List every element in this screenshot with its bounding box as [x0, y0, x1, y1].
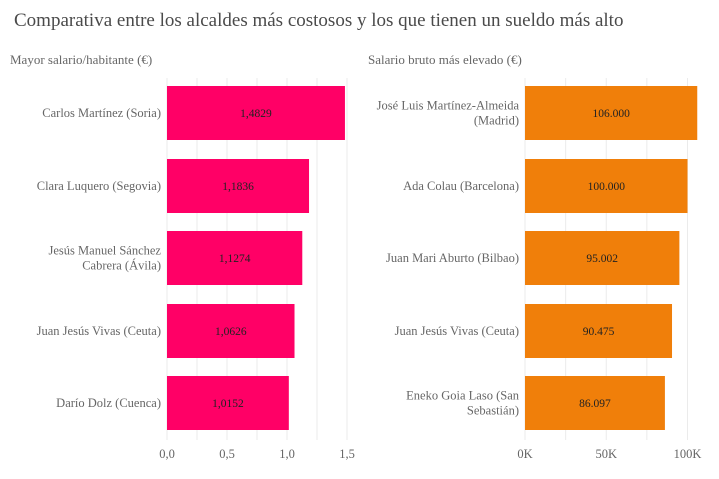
category-label-line: Juan Jesús Vivas (Ceuta) — [395, 324, 519, 338]
category-label: Clara Luquero (Segovia) — [37, 179, 161, 193]
bar-value-label: 95.002 — [586, 253, 618, 265]
chart-title: Comparativa entre los alcaldes más costo… — [14, 10, 624, 31]
bar — [525, 231, 680, 285]
category-label-line: Eneko Goia Laso (San — [406, 389, 520, 403]
x-tick-label: 1,0 — [279, 447, 295, 461]
category-label-line: Jesús Manuel Sánchez — [49, 244, 162, 258]
bar — [525, 159, 688, 213]
category-label-line: Sebastián) — [467, 404, 519, 418]
bar — [525, 376, 665, 430]
x-tick-label: 100K — [674, 447, 702, 461]
x-tick-label: 1,5 — [339, 447, 355, 461]
x-tick-label: 0,0 — [159, 447, 175, 461]
bar-value-label: 1,1836 — [222, 181, 254, 193]
bar — [167, 159, 310, 213]
category-label-line: Ada Colau (Barcelona) — [403, 179, 519, 193]
category-label: Juan Jesús Vivas (Ceuta) — [37, 324, 161, 338]
category-label-line: José Luis Martínez-Almeida — [377, 99, 520, 113]
category-label-line: Darío Dolz (Cuenca) — [56, 396, 161, 410]
category-label: Jesús Manuel Sánchez Cabrera (Ávila) — [49, 244, 162, 273]
bar-value-label: 90.475 — [583, 326, 615, 338]
bar — [525, 304, 673, 358]
category-label: Darío Dolz (Cuenca) — [56, 396, 161, 410]
category-label-line: Clara Luquero (Segovia) — [37, 179, 161, 193]
bar — [167, 304, 295, 358]
x-tick-label: 0K — [517, 447, 532, 461]
bar — [167, 376, 289, 430]
bar-value-label: 100.000 — [588, 181, 626, 193]
category-label: José Luis Martínez-Almeida (Madrid) — [377, 99, 520, 128]
category-label: Eneko Goia Laso (San Sebastián) — [406, 389, 520, 418]
bar-value-label: 1,1274 — [219, 253, 251, 265]
category-label-line: Cabrera (Ávila) — [82, 259, 161, 273]
bar-value-label: 1,4829 — [240, 108, 272, 120]
bar — [167, 231, 303, 285]
category-label: Juan Mari Aburto (Bilbao) — [386, 251, 519, 265]
category-label-line: (Madrid) — [474, 114, 519, 128]
bar-value-label: 86.097 — [579, 398, 611, 410]
bar-value-label: 1,0152 — [212, 398, 244, 410]
category-label: Ada Colau (Barcelona) — [403, 179, 519, 193]
bar — [525, 86, 698, 140]
x-tick-label: 50K — [595, 447, 617, 461]
category-label: Juan Jesús Vivas (Ceuta) — [395, 324, 519, 338]
panel-subtitle: Mayor salario/habitante (€) — [10, 52, 152, 67]
x-tick-label: 0,5 — [219, 447, 235, 461]
category-label: Carlos Martínez (Soria) — [42, 106, 161, 120]
category-label-line: Juan Jesús Vivas (Ceuta) — [37, 324, 161, 338]
bar-value-label: 106.000 — [592, 108, 630, 120]
panel-subtitle: Salario bruto más elevado (€) — [368, 52, 522, 67]
category-label-line: Juan Mari Aburto (Bilbao) — [386, 251, 519, 265]
category-label-line: Carlos Martínez (Soria) — [42, 106, 161, 120]
bar — [167, 86, 345, 140]
bar-value-label: 1,0626 — [215, 326, 247, 338]
